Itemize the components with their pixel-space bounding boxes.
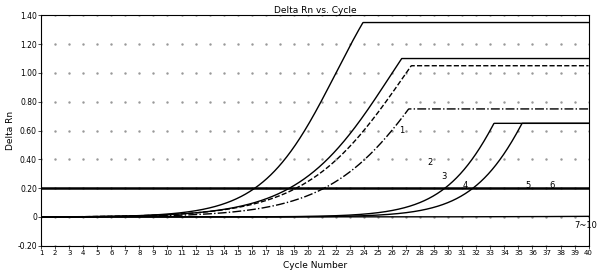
Text: 6: 6 xyxy=(549,181,555,190)
Text: 4: 4 xyxy=(462,181,468,190)
Text: 2: 2 xyxy=(427,158,433,167)
Text: 5: 5 xyxy=(525,181,531,190)
Y-axis label: Delta Rn: Delta Rn xyxy=(5,111,15,150)
Title: Delta Rn vs. Cycle: Delta Rn vs. Cycle xyxy=(273,6,356,15)
Text: 7~10: 7~10 xyxy=(575,221,597,230)
X-axis label: Cycle Number: Cycle Number xyxy=(283,261,347,270)
Text: 3: 3 xyxy=(441,172,446,181)
Text: 1: 1 xyxy=(399,126,404,135)
